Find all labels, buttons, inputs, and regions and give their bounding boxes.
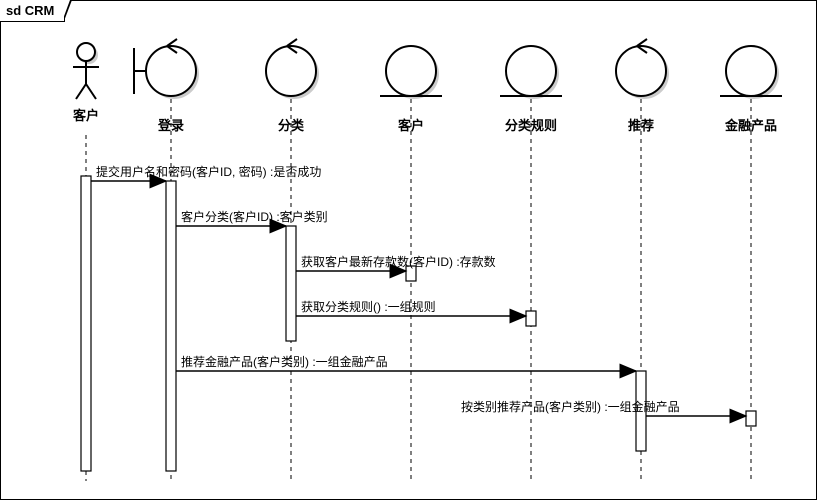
lifeline-label-classify: 分类 <box>278 115 304 134</box>
lifeline-label-customer: 客户 <box>398 115 424 134</box>
lifeline-label-rule: 分类规则 <box>505 115 557 134</box>
message-label-5: 按类别推荐产品(客户类别) :一组金融产品 <box>461 398 680 415</box>
sequence-diagram-frame: sd CRM 客户登录分类客户分类规则推荐金融产品提交用户名和密码(客户ID, … <box>0 0 817 500</box>
message-label-0: 提交用户名和密码(客户ID, 密码) :是否成功 <box>96 163 321 180</box>
message-label-4: 推荐金融产品(客户类别) :一组金融产品 <box>181 353 388 370</box>
message-label-3: 获取分类规则() :一组规则 <box>301 298 436 315</box>
message-label-2: 获取客户最新存款数(客户ID) :存款数 <box>301 253 496 270</box>
actor-label: 客户 <box>73 105 99 124</box>
lifeline-label-product: 金融产品 <box>725 115 777 134</box>
lifeline-label-recommend: 推荐 <box>628 115 654 134</box>
diagram-svg <box>1 1 817 501</box>
lifeline-label-login: 登录 <box>158 115 184 134</box>
message-label-1: 客户分类(客户ID) :客户类别 <box>181 208 328 225</box>
